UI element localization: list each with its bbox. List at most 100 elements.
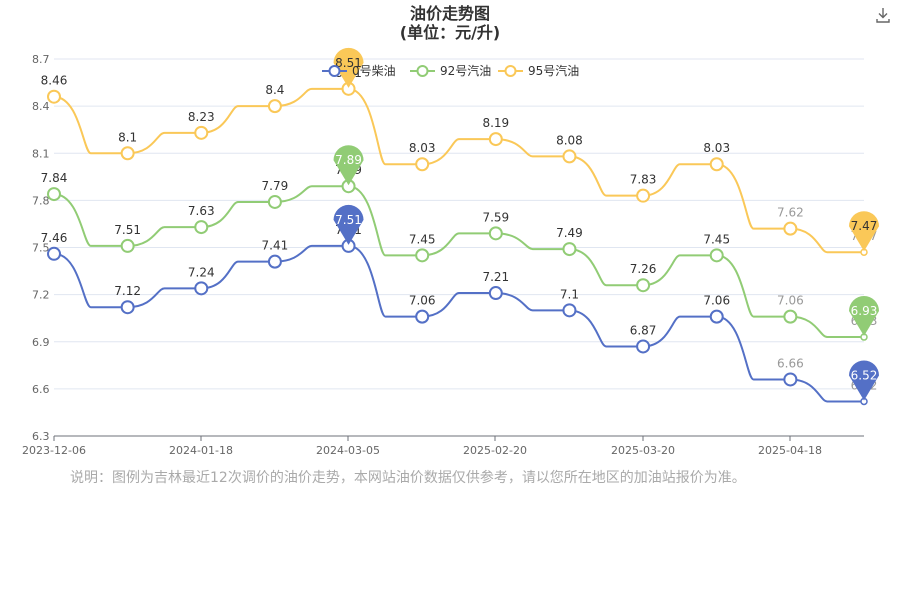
data-point: [562, 242, 577, 257]
grid: [54, 58, 864, 390]
data-label: 7.41: [262, 239, 289, 253]
data-label: 8.03: [409, 141, 436, 155]
pin-marker: 7.47: [849, 211, 879, 252]
legend-marker: [328, 65, 341, 77]
pin-shape: [333, 47, 364, 88]
data-label: 8.08: [556, 133, 583, 147]
data-label: 7.83: [630, 173, 657, 187]
y-tick-label: 7.5: [32, 242, 50, 255]
download-icon[interactable]: [874, 6, 892, 24]
x-tick-label: 2025-04-18: [758, 444, 822, 457]
data-point: [194, 125, 209, 140]
data-label: 7.45: [409, 232, 436, 246]
data-label: 7.26: [630, 262, 657, 276]
data-point: [267, 194, 282, 209]
data-label: 7.45: [703, 232, 730, 246]
data-point: [488, 226, 503, 241]
data-label: 7.79: [262, 179, 289, 193]
legend-marker: [504, 65, 517, 77]
x-tick-label: 2025-03-20: [611, 444, 675, 457]
data-point: [47, 187, 61, 202]
data-label: 7.06: [777, 294, 804, 308]
legend-label: 0号柴油: [352, 64, 396, 78]
data-label: 7.84: [41, 171, 68, 185]
pin-shape: [849, 296, 879, 337]
data-label: 7.06: [703, 294, 730, 308]
data-label: 6.66: [777, 356, 804, 370]
pin-label: 8.51: [335, 56, 362, 70]
pin-shape: [849, 360, 879, 401]
data-label: 7.63: [188, 204, 215, 218]
data-point: [415, 248, 430, 263]
pin-shape: [333, 145, 364, 186]
data-label: 7.49: [556, 226, 583, 240]
data-label: 8.4: [265, 83, 284, 97]
y-tick-label: 7.2: [32, 289, 50, 302]
pin-marker: 7.89: [333, 145, 364, 186]
data-point: [120, 146, 135, 161]
data-label: 7.1: [560, 287, 579, 301]
data-point: [783, 221, 798, 236]
data-point: [783, 309, 798, 324]
data-point: [267, 254, 282, 269]
pin-label: 7.89: [335, 153, 362, 167]
pin-marker: 6.52: [849, 360, 879, 401]
data-point: [562, 149, 577, 164]
pins: 7.51 6.52 7.89 6.93 8.51 7.47: [333, 47, 879, 401]
y-tick-label: 6.9: [32, 336, 50, 349]
data-point: [488, 286, 503, 301]
legend-label: 92号汽油: [440, 63, 491, 78]
chart-title: 油价走势图: [410, 4, 490, 23]
data-point: [415, 309, 430, 324]
pin-marker: 6.93: [849, 296, 879, 337]
pin-marker: 7.51: [333, 204, 364, 245]
data-point: [194, 281, 209, 296]
legend-item-0[interactable]: 0号柴油: [322, 64, 396, 78]
data-point: [120, 300, 135, 315]
data-point: [267, 99, 282, 114]
data-point: [562, 303, 577, 318]
data-label: 8.23: [188, 110, 215, 124]
legend[interactable]: 0号柴油 92号汽油 95号汽油: [322, 63, 579, 78]
series-line-0: [53, 244, 864, 403]
data-point: [47, 89, 61, 104]
data-label: 7.12: [114, 284, 141, 298]
data-point: [488, 132, 503, 147]
pin-label: 6.52: [851, 368, 878, 382]
data-point: [709, 309, 724, 324]
data-label: 7.06: [409, 294, 436, 308]
y-tick-label: 8.7: [32, 53, 50, 66]
data-point: [636, 188, 651, 203]
data-label: 7.46: [41, 231, 68, 245]
series-line-2: [53, 87, 864, 254]
x-tick-label: 2024-01-18: [169, 444, 233, 457]
legend-item-2[interactable]: 95号汽油: [498, 63, 579, 78]
data-point: [194, 220, 209, 235]
data-point: [120, 238, 135, 253]
chart-subtitle: (单位：元/升): [400, 23, 500, 42]
pin-label: 6.93: [851, 304, 878, 318]
legend-label: 95号汽油: [528, 63, 579, 78]
data-point: [636, 278, 651, 293]
series: 7.46 7.12 7.24 7.41 7.51 7.06 7.21 7.1 6.87 7.06 6…: [41, 66, 877, 406]
data-label: 7.51: [114, 223, 141, 237]
data-label: 6.87: [630, 323, 657, 337]
data-label: 7.62: [777, 206, 804, 220]
x-tick-label: 2024-03-05: [316, 444, 380, 457]
legend-item-1[interactable]: 92号汽油: [410, 63, 491, 78]
data-point: [783, 372, 798, 387]
data-label: 8.03: [703, 141, 730, 155]
y-tick-label: 6.6: [32, 383, 50, 396]
data-label: 8.1: [118, 130, 137, 144]
y-tick-label: 6.3: [32, 430, 50, 443]
data-point: [47, 246, 61, 261]
x-tick-label: 2023-12-06: [22, 444, 86, 457]
data-point: [415, 157, 430, 172]
data-label: 8.19: [482, 116, 509, 130]
pin-marker: 8.51: [333, 47, 364, 88]
data-point: [709, 248, 724, 263]
x-tick-label: 2025-02-20: [463, 444, 527, 457]
pin-label: 7.51: [335, 213, 362, 227]
data-label: 7.59: [482, 210, 509, 224]
